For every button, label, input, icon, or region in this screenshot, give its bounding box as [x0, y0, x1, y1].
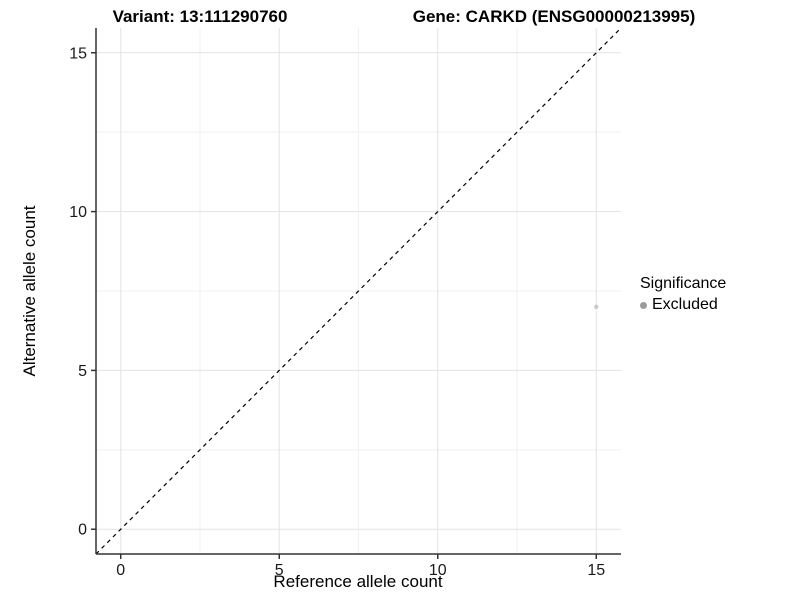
x-tick-label: 0 [116, 562, 125, 579]
legend-item-label: Excluded [652, 296, 718, 313]
x-tick-label: 5 [275, 562, 284, 579]
y-tick-label: 5 [78, 363, 87, 380]
x-tick-label: 10 [429, 562, 447, 579]
gene-title: Gene: CARKD (ENSG00000213995) [412, 7, 696, 26]
y-axis-title: Alternative allele count [20, 205, 39, 377]
legend-title: Significance [640, 275, 727, 292]
y-tick-label: 0 [78, 522, 87, 539]
variant-title: Variant: 13:111290760 [112, 7, 288, 26]
x-tick-label: 15 [587, 562, 605, 579]
y-tick-label: 15 [69, 45, 87, 62]
legend-point-icon [640, 301, 647, 309]
x-axis-title: Reference allele count [273, 572, 443, 591]
data-point [594, 304, 599, 310]
y-tick-label: 10 [69, 204, 87, 221]
legend: Significance Excluded [640, 275, 726, 314]
legend-item-excluded: Excluded [640, 296, 726, 314]
